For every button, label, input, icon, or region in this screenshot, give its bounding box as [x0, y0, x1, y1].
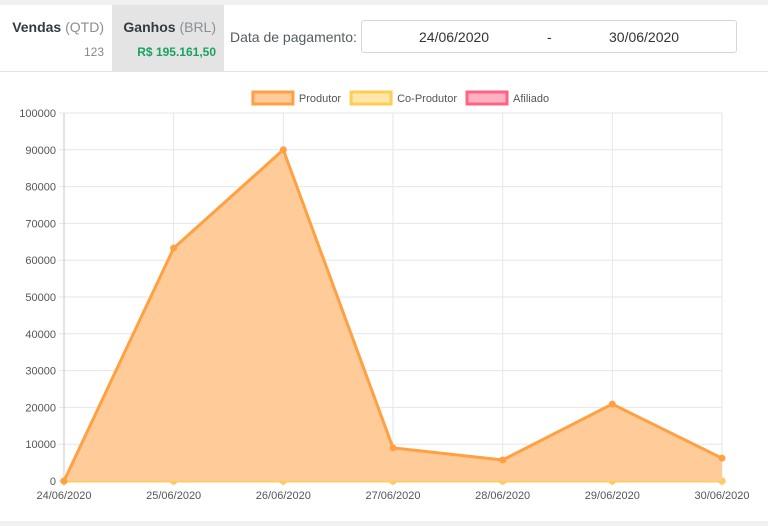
x-tick-label: 25/06/2020 [146, 490, 201, 502]
report-panel: Vendas (QTD) 123 Ganhos (BRL) R$ 195.161… [0, 5, 768, 521]
y-tick-label: 0 [50, 476, 56, 488]
tab-vendas-title: Vendas (QTD) [12, 19, 104, 35]
y-tick-label: 40000 [25, 329, 56, 341]
y-tick-label: 30000 [25, 366, 56, 378]
tab-ganhos-unit: (BRL) [179, 19, 216, 35]
date-separator: - [547, 29, 552, 45]
series-produtor-point[interactable] [389, 444, 397, 452]
y-tick-label: 80000 [25, 182, 56, 194]
report-toolbar: Vendas (QTD) 123 Ganhos (BRL) R$ 195.161… [0, 5, 768, 72]
tab-ganhos-label: Ganhos [123, 19, 176, 35]
legend-swatch-afiliado[interactable] [465, 90, 509, 106]
legend-label-produtor[interactable]: Produtor [299, 93, 342, 105]
tab-ganhos[interactable]: Ganhos (BRL) R$ 195.161,50 [112, 5, 224, 71]
y-tick-label: 50000 [25, 292, 56, 304]
series-produtor-point[interactable] [279, 146, 287, 154]
x-tick-label: 26/06/2020 [256, 490, 311, 502]
series-produtor-point[interactable] [718, 454, 726, 462]
x-tick-label: 27/06/2020 [365, 490, 420, 502]
tab-ganhos-value: R$ 195.161,50 [137, 45, 216, 59]
y-tick-label: 70000 [25, 218, 56, 230]
tab-vendas[interactable]: Vendas (QTD) 123 [0, 5, 112, 71]
tab-vendas-value: 123 [83, 45, 104, 59]
y-tick-label: 100000 [19, 108, 56, 120]
y-tick-label: 20000 [25, 402, 56, 414]
date-filter-label: Data de pagamento: [230, 29, 357, 45]
earnings-area-chart: 0 10000 20000 30000 40000 50000 60000 70000 8000… [19, 90, 750, 502]
date-start: 24/06/2020 [419, 29, 490, 45]
legend-label-coprodutor[interactable]: Co-Produtor [397, 93, 457, 105]
series-produtor-point[interactable] [608, 400, 616, 408]
x-tick-label: 24/06/2020 [36, 490, 91, 502]
y-tick-label: 90000 [25, 145, 56, 157]
x-tick-label: 30/06/2020 [694, 490, 749, 502]
x-tick-label: 28/06/2020 [475, 490, 530, 502]
legend-swatch-produtor[interactable] [251, 90, 295, 106]
date-end: 30/06/2020 [609, 29, 680, 45]
tab-vendas-label: Vendas [12, 19, 62, 35]
series-produtor-point[interactable] [499, 456, 507, 464]
series-produtor-point[interactable] [170, 244, 178, 252]
tab-ganhos-title: Ganhos (BRL) [123, 19, 216, 35]
date-range-picker[interactable]: 24/06/2020 - 30/06/2020 [361, 20, 737, 53]
tab-vendas-unit: (QTD) [65, 19, 104, 35]
series-produtor-area [64, 149, 722, 482]
legend-label-afiliado[interactable]: Afiliado [513, 93, 549, 105]
y-tick-label: 10000 [25, 439, 56, 451]
series-produtor-point[interactable] [60, 477, 68, 485]
x-tick-label: 29/06/2020 [585, 490, 640, 502]
y-tick-label: 60000 [25, 255, 56, 267]
legend-swatch-coprodutor[interactable] [349, 90, 393, 106]
